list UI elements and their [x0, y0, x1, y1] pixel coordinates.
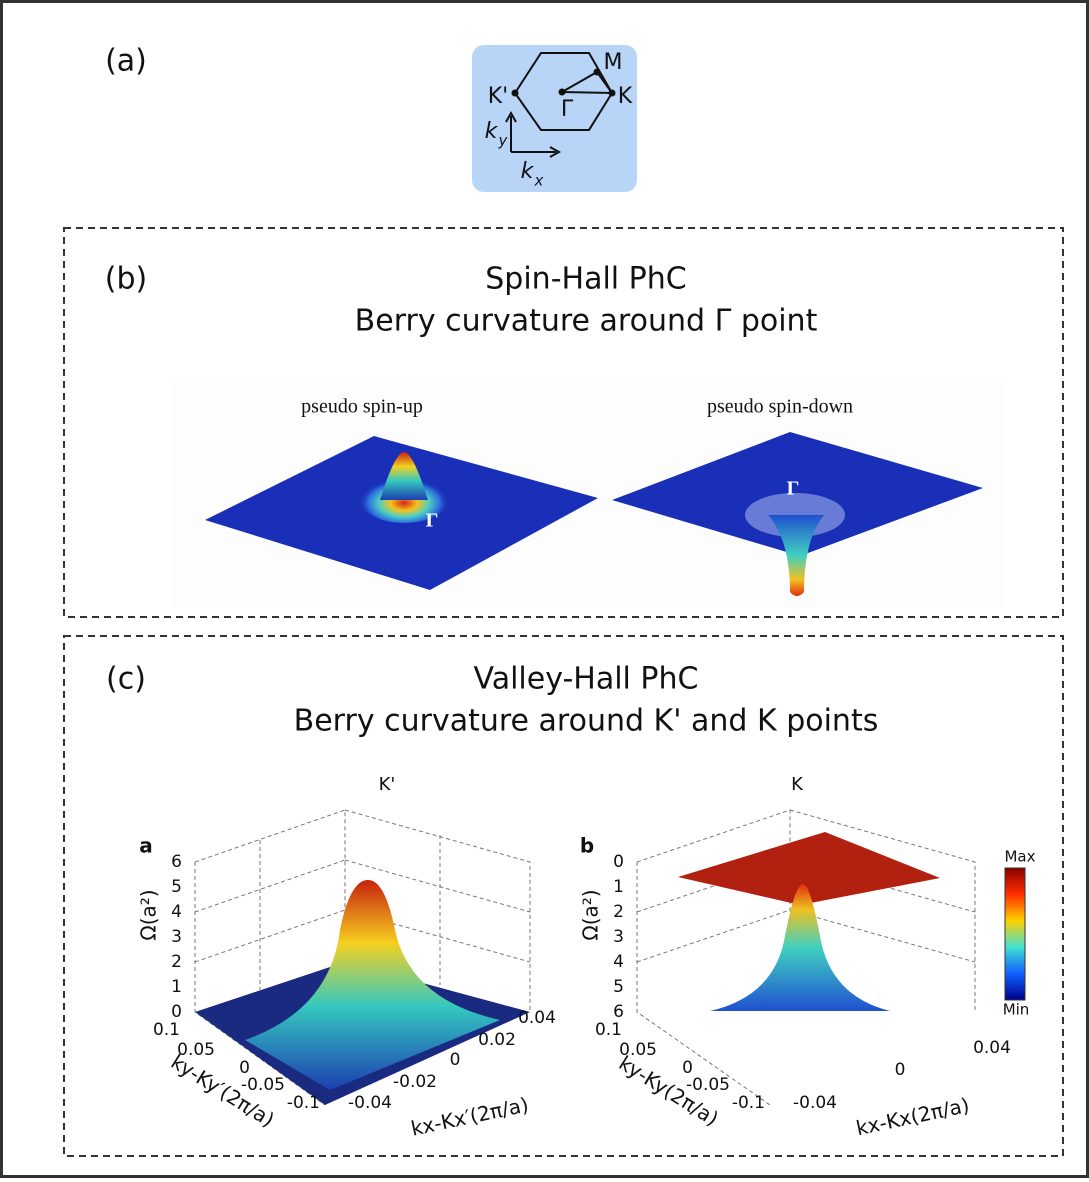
- axis-label: k: [485, 119, 499, 144]
- z-tick-label: 2: [171, 952, 182, 972]
- plot-tag: a: [139, 834, 153, 858]
- z-tick-label: 4: [613, 952, 624, 972]
- x-axis-label: kx-Kx′(2π/a): [409, 1092, 531, 1140]
- point-label: Γ: [561, 97, 574, 122]
- z-tick-label: 1: [613, 877, 624, 897]
- plot-b-dip: [710, 884, 890, 1011]
- z-tick-label: 2: [613, 902, 624, 922]
- x-tick-label: -0.02: [393, 1072, 437, 1092]
- z-axis-label: Ω(a²): [137, 889, 161, 940]
- z-tick-label: 0: [613, 852, 624, 872]
- x-tick-label: 0: [450, 1050, 461, 1070]
- point-label: K': [488, 84, 508, 109]
- point-label: M: [604, 50, 623, 75]
- y-tick-label: -0.1: [732, 1093, 765, 1113]
- z-tick-label: 5: [613, 977, 624, 997]
- x-tick-label: -0.04: [793, 1093, 837, 1113]
- figure: (a)MK'KΓkykx(b)Spin-Hall PhCBerry curvat…: [0, 0, 1089, 1178]
- y-tick-label: -0.1: [287, 1093, 320, 1113]
- point-label: Γ: [787, 478, 800, 500]
- x-axis-label: kx-Kx(2π/a): [854, 1093, 971, 1140]
- panel-title: Valley-Hall PhC: [474, 662, 699, 697]
- plot-title: pseudo spin-down: [707, 396, 853, 418]
- colorbar: [1005, 868, 1025, 1000]
- axis-label-sub: x: [534, 172, 544, 190]
- panel-title: Berry curvature around Γ point: [355, 304, 818, 339]
- plot-title: pseudo spin-up: [301, 396, 423, 418]
- colorbar-label: Max: [1004, 848, 1035, 866]
- x-tick-label: -0.04: [348, 1093, 392, 1113]
- x-tick-label: 0.02: [478, 1030, 516, 1050]
- axis-label: k: [521, 159, 535, 184]
- panel-title: Spin-Hall PhC: [485, 262, 686, 297]
- panel-title: Berry curvature around K' and K points: [294, 704, 879, 739]
- plot-tag: b: [580, 834, 594, 858]
- y-tick-label: 0.1: [153, 1020, 180, 1040]
- colorbar-label: Min: [1003, 1001, 1030, 1019]
- x-tick-label: 0.04: [518, 1008, 556, 1028]
- axis-label-sub: y: [498, 132, 509, 150]
- z-tick-label: 6: [613, 1002, 624, 1022]
- y-tick-label: 0.1: [595, 1020, 622, 1040]
- z-tick-label: 4: [171, 902, 182, 922]
- panel-label: (a): [105, 44, 147, 79]
- z-tick-label: 1: [171, 977, 182, 997]
- z-tick-label: 3: [171, 927, 182, 947]
- z-tick-label: 5: [171, 877, 182, 897]
- point-label: Γ: [426, 510, 439, 532]
- z-axis-label: Ω(a²): [579, 889, 603, 940]
- panel-label: (c): [106, 662, 146, 697]
- panel-label: (b): [105, 262, 147, 297]
- z-tick-label: 0: [171, 1002, 182, 1022]
- z-tick-label: 6: [171, 852, 182, 872]
- plot-header: K': [379, 774, 396, 795]
- z-tick-label: 3: [613, 927, 624, 947]
- x-tick-label: 0: [895, 1060, 906, 1080]
- x-tick-label: 0.04: [973, 1038, 1011, 1058]
- plot-header: K: [791, 774, 804, 795]
- point-label: K: [618, 84, 633, 109]
